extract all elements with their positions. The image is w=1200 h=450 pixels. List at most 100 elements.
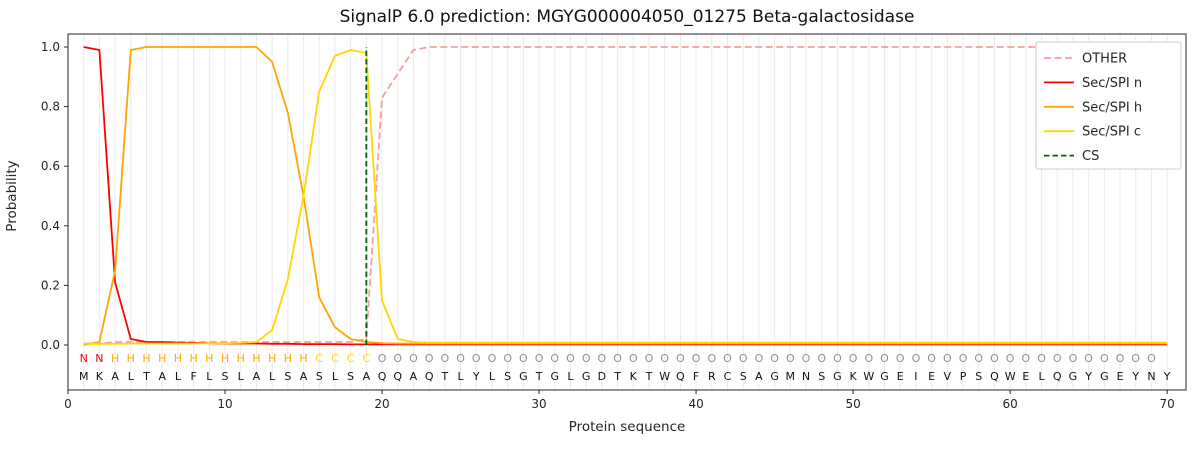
region-letter: O (645, 352, 654, 365)
sequence-letter: T (142, 370, 150, 383)
sequence-letter: Q (393, 370, 402, 383)
x-tick-label: 20 (374, 397, 389, 411)
sequence-letter: V (944, 370, 952, 383)
region-letter: N (80, 352, 88, 365)
sequence-letter: S (222, 370, 229, 383)
region-letter: O (707, 352, 716, 365)
region-letter: O (1100, 352, 1109, 365)
sequence-letter: Q (676, 370, 685, 383)
region-letter: O (896, 352, 905, 365)
sequence-letter: M (786, 370, 796, 383)
sequence-letter: G (833, 370, 842, 383)
x-tick-label: 70 (1160, 397, 1175, 411)
sequence-letter: F (693, 370, 699, 383)
region-letter: H (299, 352, 307, 365)
region-letter: O (472, 352, 481, 365)
region-letter: O (441, 352, 450, 365)
sequence-letter: T (645, 370, 653, 383)
region-letter: O (1147, 352, 1156, 365)
region-letter: O (660, 352, 669, 365)
region-letter: O (959, 352, 968, 365)
region-letter: C (347, 352, 355, 365)
region-letter: H (268, 352, 276, 365)
region-letter: O (1053, 352, 1062, 365)
sequence-letter: A (111, 370, 119, 383)
series-line-other (83, 46, 1168, 345)
sequence-letter: S (740, 370, 747, 383)
x-tick-label: 10 (217, 397, 232, 411)
sequence-letter: L (332, 370, 339, 383)
sequence-letter: Q (378, 370, 387, 383)
sequence-letter: S (818, 370, 825, 383)
sequence-letter: Q (425, 370, 434, 383)
chart-title: SignalP 6.0 prediction: MGYG000004050_01… (340, 7, 915, 27)
y-tick-label: 0.6 (41, 159, 60, 173)
sequence-letter: Y (1084, 370, 1092, 383)
sequence-letter: Y (472, 370, 480, 383)
sequence-letter: Q (990, 370, 999, 383)
region-letter: O (880, 352, 889, 365)
sequence-letter: K (850, 370, 858, 383)
sequence-letter: G (1069, 370, 1078, 383)
sequence-letter: S (347, 370, 354, 383)
series-line-sec-spi-h (83, 46, 1168, 346)
region-letter: O (974, 352, 983, 365)
region-letter: O (770, 352, 779, 365)
plot-border (67, 33, 1187, 391)
region-letter: H (221, 352, 229, 365)
x-tick-label: 30 (531, 397, 546, 411)
region-letter: O (927, 352, 936, 365)
region-letter: O (629, 352, 638, 365)
sequence-letter: R (708, 370, 716, 383)
sequence-letter: L (206, 370, 213, 383)
region-letter: O (676, 352, 685, 365)
region-letter: C (331, 352, 339, 365)
legend-label: OTHER (1082, 52, 1127, 67)
region-letter: H (111, 352, 119, 365)
sequence-letter: L (457, 370, 464, 383)
sequence-letter: G (551, 370, 560, 383)
sequence-letter: T (440, 370, 448, 383)
region-letter: O (409, 352, 418, 365)
sequence-letter: D (598, 370, 606, 383)
sequence-letter: G (582, 370, 591, 383)
region-letter: O (582, 352, 591, 365)
sequence-letter: T (535, 370, 543, 383)
region-letter: O (503, 352, 512, 365)
sequence-letter: L (128, 370, 135, 383)
region-letter: O (1069, 352, 1078, 365)
sequence-letter: N (802, 370, 810, 383)
region-letter: H (189, 352, 197, 365)
region-letter: O (723, 352, 732, 365)
region-letter: O (802, 352, 811, 365)
sequence-letter: L (567, 370, 574, 383)
sequence-letter: E (928, 370, 935, 383)
sequence-letter: Y (1163, 370, 1171, 383)
sequence-letter: L (269, 370, 276, 383)
region-letter: O (912, 352, 921, 365)
y-tick-label: 0.8 (41, 100, 60, 114)
region-letter: O (1084, 352, 1093, 365)
region-letter: O (817, 352, 826, 365)
y-tick-label: 0.4 (41, 219, 60, 233)
region-letter: O (1022, 352, 1031, 365)
y-tick-label: 0.2 (41, 278, 60, 292)
region-letter: O (1037, 352, 1046, 365)
sequence-letter: Y (1131, 370, 1139, 383)
region-letter: C (315, 352, 323, 365)
x-tick-label: 50 (845, 397, 860, 411)
series-line-sec-spi-c (83, 49, 1168, 345)
sequence-letter: S (975, 370, 982, 383)
sequence-letter: L (1038, 370, 1045, 383)
region-letter: O (488, 352, 497, 365)
sequence-letter: G (770, 370, 779, 383)
region-letter: O (1116, 352, 1125, 365)
sequence-letter: A (300, 370, 308, 383)
legend: OTHER Sec/SPI n Sec/SPI h Sec/SPI c CS (1035, 41, 1182, 170)
sequence-letter: W (659, 370, 670, 383)
region-letter: H (158, 352, 166, 365)
region-letter: H (127, 352, 135, 365)
region-letter: O (990, 352, 999, 365)
